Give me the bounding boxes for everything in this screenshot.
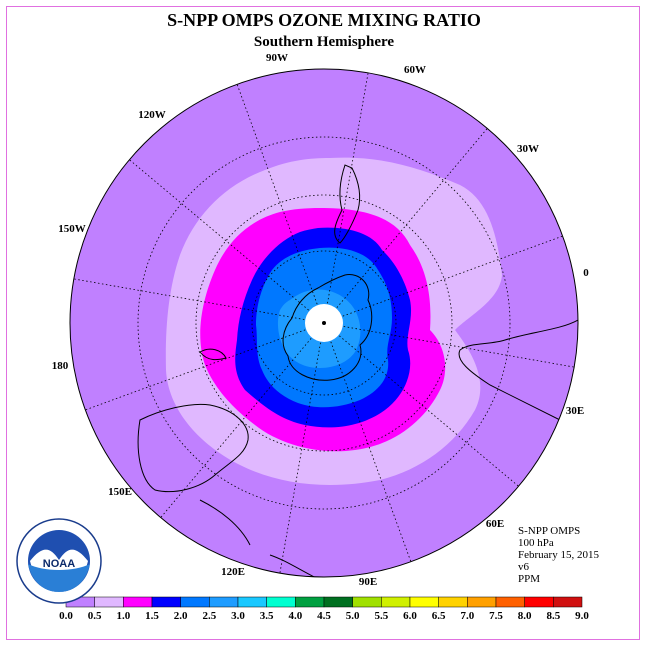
new-zealand-coastline bbox=[199, 348, 227, 361]
meridian-line bbox=[327, 72, 369, 304]
colorbar-tick-label: 1.5 bbox=[145, 610, 159, 622]
map-boundary bbox=[69, 68, 579, 578]
colorbar-tick-label: 3.0 bbox=[231, 610, 245, 622]
longitude-label: 90E bbox=[359, 576, 377, 588]
meridian-line bbox=[73, 278, 305, 320]
meridian-line bbox=[336, 128, 488, 308]
colorbar-swatch bbox=[467, 596, 497, 608]
south-pole-marker bbox=[322, 321, 326, 325]
graticule bbox=[73, 72, 575, 574]
longitude-label: 150E bbox=[108, 486, 132, 498]
latitude-circle bbox=[195, 194, 453, 452]
map-subtitle: Southern Hemisphere bbox=[254, 34, 394, 50]
meridian-line bbox=[342, 235, 563, 317]
colorbar-tick-label: 6.0 bbox=[403, 610, 417, 622]
noaa-logo: NOAA bbox=[16, 518, 102, 604]
meridian-line bbox=[343, 326, 575, 368]
figure-frame bbox=[6, 6, 640, 640]
colorbar-tick-label: 0.5 bbox=[88, 610, 102, 622]
colorbar-swatch bbox=[553, 596, 583, 608]
colorbar-swatch bbox=[495, 596, 525, 608]
colorbar-tick-label: 7.5 bbox=[489, 610, 503, 622]
coastlines bbox=[137, 164, 578, 577]
longitude-label: 60E bbox=[486, 518, 504, 530]
colorbar-tick-label: 4.5 bbox=[317, 610, 331, 622]
instrument-label: S-NPP OMPS bbox=[518, 525, 581, 537]
date-label: February 15, 2015 bbox=[518, 549, 599, 561]
units-label: PPM bbox=[518, 573, 541, 585]
colorbar-tick-label: 5.0 bbox=[346, 610, 360, 622]
meridian-line bbox=[85, 329, 306, 411]
colorbar-tick-label: 2.5 bbox=[202, 610, 216, 622]
longitude-label: 0 bbox=[583, 267, 589, 279]
meridian-line bbox=[160, 338, 312, 518]
colorbar-swatch bbox=[123, 596, 153, 608]
colorbar-tick-label: 0.0 bbox=[59, 610, 73, 622]
longitude-label: 30E bbox=[566, 405, 584, 417]
info-block: S-NPP OMPS 100 hPa February 15, 2015 v6 … bbox=[518, 525, 599, 585]
longitude-label: 60W bbox=[404, 64, 426, 76]
longitude-label: 90W bbox=[266, 52, 288, 64]
africa-coastline bbox=[458, 319, 578, 426]
colorbar-tick-label: 5.5 bbox=[374, 610, 388, 622]
latitude-circle bbox=[251, 250, 397, 396]
map-title: S-NPP OMPS OZONE MIXING RATIO bbox=[167, 10, 481, 30]
meridian-line bbox=[339, 335, 519, 487]
colorbar-swatch bbox=[352, 596, 382, 608]
colorbar-tick-label: 9.0 bbox=[575, 610, 589, 622]
colorbar: 0.0 0.5 1.0 1.5 2.0 2.5 3.0 3.5 4.0 4.5 5.0 5.5 6.0 6… bbox=[59, 596, 589, 622]
colorbar-tick-label: 7.0 bbox=[460, 610, 474, 622]
colorbar-swatch bbox=[323, 596, 353, 608]
longitude-labels: 90W 60W 30W 0 30E 60E 90E 120E 150E 180 150W 120W bbox=[52, 52, 590, 588]
colorbar-tick-label: 4.0 bbox=[288, 610, 302, 622]
colorbar-swatch bbox=[180, 596, 210, 608]
south-america-coastline bbox=[334, 164, 361, 244]
ozone-field bbox=[70, 69, 578, 577]
colorbar-swatch bbox=[209, 596, 239, 608]
longitude-label: 120W bbox=[138, 109, 166, 121]
colorbar-swatch bbox=[295, 596, 325, 608]
meridian-line bbox=[279, 342, 321, 574]
colorbar-tick-label: 3.5 bbox=[260, 610, 274, 622]
version-label: v6 bbox=[518, 561, 529, 573]
pressure-level-label: 100 hPa bbox=[518, 537, 554, 549]
colorbar-tick-label: 1.0 bbox=[116, 610, 130, 622]
colorbar-swatch bbox=[237, 596, 267, 608]
colorbar-swatch bbox=[409, 596, 439, 608]
meridian-line bbox=[330, 341, 412, 562]
colorbar-tick-label: 8.0 bbox=[518, 610, 532, 622]
australia-coastline bbox=[137, 403, 249, 493]
longitude-label: 120E bbox=[221, 566, 245, 578]
colorbar-swatch bbox=[266, 596, 296, 608]
colorbar-tick-label: 2.0 bbox=[174, 610, 188, 622]
meridian-line bbox=[236, 84, 318, 305]
colorbar-swatch bbox=[151, 596, 181, 608]
latitude-circle bbox=[137, 136, 511, 510]
antarctica-coastline bbox=[282, 274, 373, 381]
meridian-line bbox=[129, 159, 309, 311]
southeast-asia-coastline bbox=[199, 499, 321, 577]
logo-text: NOAA bbox=[43, 558, 75, 570]
colorbar-swatch bbox=[381, 596, 411, 608]
colorbar-swatch bbox=[438, 596, 468, 608]
longitude-label: 150W bbox=[58, 223, 86, 235]
colorbar-tick-label: 8.5 bbox=[546, 610, 560, 622]
longitude-label: 180 bbox=[52, 360, 69, 372]
colorbar-swatch bbox=[524, 596, 554, 608]
colorbar-tick-label: 6.5 bbox=[432, 610, 446, 622]
longitude-label: 30W bbox=[517, 143, 539, 155]
meridians bbox=[73, 72, 575, 574]
